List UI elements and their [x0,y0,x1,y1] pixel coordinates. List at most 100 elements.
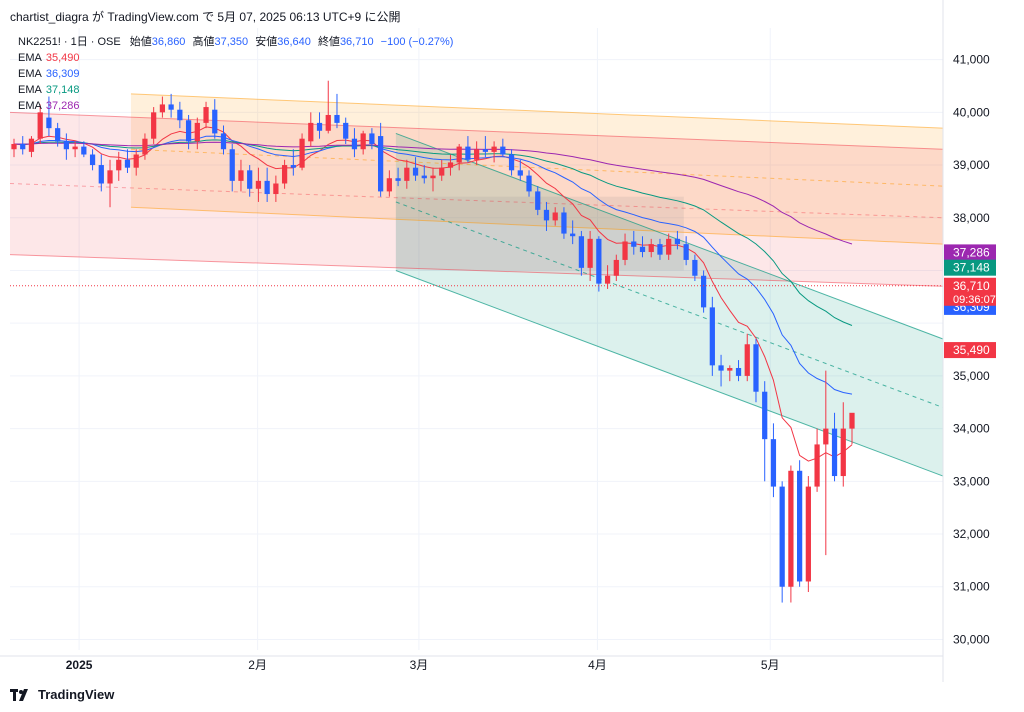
x-tick-label: 4月 [588,658,607,672]
channel-line [130,206,944,245]
chart-legend: NK2251! · 1日 · OSE 始値36,860 高値37,350 安値3… [18,34,453,114]
candle-body [185,120,192,142]
candle-body [779,486,785,587]
ema-row-2: EMA 36,309 [18,66,453,82]
candle-body [674,238,681,245]
candle-body [107,170,113,184]
candle-body [744,344,750,376]
ema-badge [944,259,996,276]
candle-body [281,165,288,184]
y-tick-label: 38,000 [953,211,990,225]
candle-body [552,212,558,221]
x-tick-label: 5月 [761,658,780,672]
channel-fill-orange [130,93,943,245]
candle-body [124,159,131,168]
candle-body [343,122,349,139]
candle-body [98,165,104,184]
candle-body [700,275,707,308]
candle-body [805,486,811,582]
candle-body [447,162,454,168]
channel-line [130,93,944,129]
candle-body [474,149,480,160]
candle-body [814,444,820,487]
candle-body [727,367,733,371]
candle-body [587,238,593,268]
channel-line [395,132,944,340]
candle-body [849,412,855,429]
candle-body [203,107,209,123]
ema-badge-label: 37,148 [953,261,990,275]
countdown-label: 09:36:07 [953,294,996,306]
candle-body [46,117,52,129]
ema-badge-label: 37,286 [953,245,990,259]
ema-row-4: EMA 37,286 [18,98,453,114]
candle-body [89,154,96,166]
channel-fill-teal [395,133,943,477]
candle-body [831,428,838,477]
candle-body [596,238,602,284]
y-tick-label: 41,000 [953,53,990,67]
ema-line-2 [13,135,853,395]
candle-body [753,344,759,392]
candle-body [535,191,541,210]
ema-label: EMA [18,100,42,112]
candle-body [735,367,742,376]
candle-body [142,138,148,155]
candle-body [378,136,384,192]
candle-body [412,167,419,176]
ema-badge-label: 35,490 [953,343,990,357]
y-tick-label: 35,000 [953,369,990,383]
y-tick-label: 40,000 [953,105,990,119]
high-value: 37,350 [214,36,249,48]
y-tick-label: 39,000 [953,158,990,172]
candle-body [578,236,585,268]
candle-body [666,238,672,255]
ema-value-1: 35,490 [45,52,80,64]
candle-body [683,244,689,260]
x-tick-label: 3月 [410,658,429,672]
candle-body [762,391,768,440]
ema-value-3: 37,148 [45,84,80,96]
candle-body [456,146,462,163]
candle-body [631,241,637,247]
candle-body [517,170,523,176]
ema-label: EMA [18,68,42,80]
candle-body [177,109,183,121]
candle-body [247,170,253,189]
candle-body [770,439,777,487]
ema-badge [944,244,996,261]
tradingview-footer[interactable]: TradingView [10,687,114,702]
x-tick-label: 2025 [66,658,93,672]
candle-body [133,154,139,168]
candle-body [37,112,43,139]
candle-body [11,143,17,150]
y-tick-label: 30,000 [953,632,990,646]
candle-body [604,275,611,284]
candle-body [55,128,61,142]
ema-row-3: EMA 37,148 [18,82,453,98]
candle-body [692,259,698,276]
candle-body [360,133,366,150]
tradingview-brand: TradingView [38,687,115,702]
candle-body [657,244,663,255]
y-tick-label: 34,000 [953,422,990,436]
close-label: 終値 [317,36,340,48]
candle-body [168,104,174,110]
candle-body [212,109,218,134]
candle-body [325,114,331,131]
candle-body [273,183,279,195]
candle-body [290,165,296,168]
candle-body [299,138,305,168]
last-price-label: 36,710 [953,279,990,293]
ema-line-4 [13,141,853,245]
candle-body [316,122,323,131]
candle-body [823,428,829,445]
candle-body [194,122,200,142]
candle-body [482,149,488,152]
x-tick-label: 2月 [248,658,267,672]
candle-body [543,209,550,221]
candle-body [613,259,619,276]
candle-body [639,246,646,253]
candle-body [81,146,87,155]
